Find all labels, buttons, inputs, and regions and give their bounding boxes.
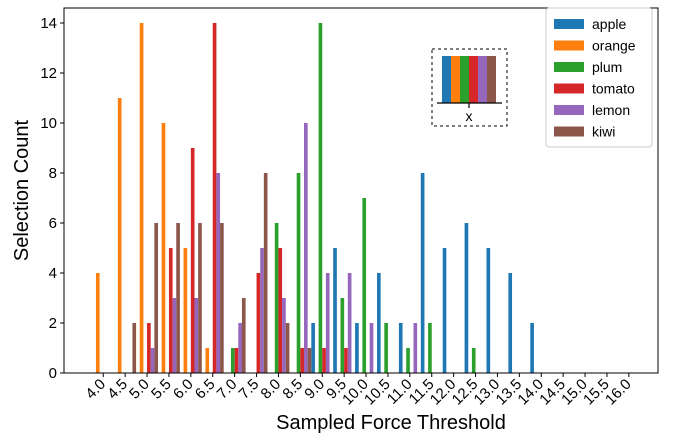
bar-lemon-7.0 [238,323,242,373]
bar-plum-11.0 [406,348,410,373]
bar-apple-9.5 [333,248,337,373]
bar-apple-13.0 [486,248,491,373]
bar-tomato-9.5 [344,348,348,373]
bar-tomato-5.5 [168,248,173,373]
bar-kiwi-6.5 [220,223,224,373]
y-tick-label: 14 [40,15,57,32]
bar-lemon-10.0 [369,323,374,373]
y-tick-label: 4 [49,265,57,282]
bar-lemon-9.0 [325,273,330,373]
bar-apple-11.5 [420,173,425,373]
legend-label-apple: apple [592,16,626,32]
bar-kiwi-5.5 [176,223,180,373]
bar-kiwi-8.5 [307,348,312,373]
legend-swatch-tomato [554,83,584,94]
bar-tomato-7.5 [256,273,261,373]
y-tick-label: 10 [40,115,57,132]
bar-plum-8.5 [296,173,301,373]
bar-tomato-7.0 [234,348,239,373]
bar-orange-4.5 [117,98,122,373]
bar-orange-6.5 [205,348,210,373]
bar-lemon-5.5 [172,298,177,373]
bar-orange-5.5 [161,123,166,373]
legend-label-kiwi: kiwi [592,124,615,140]
bar-tomato-9.0 [322,348,326,373]
bar-orange-4.0 [95,273,100,373]
y-tick-label: 12 [40,65,57,82]
y-tick-label: 8 [49,165,57,182]
legend-swatch-orange [554,40,584,51]
bar-tomato-8.0 [278,248,283,373]
bar-plum-10.0 [362,198,367,373]
legend-label-orange: orange [592,38,636,54]
y-tick-label: 2 [49,315,57,332]
bar-tomato-5.0 [147,323,151,373]
bar-tomato-6.0 [190,148,195,373]
bar-plum-10.5 [384,323,388,373]
legend-swatch-plum [554,62,584,72]
legend: apple orange plum tomato lemon kiwi [545,7,653,148]
legend-label-tomato: tomato [592,81,635,97]
bar-tomato-6.5 [212,23,217,373]
bar-kiwi-8.0 [285,323,290,373]
bar-apple-10.0 [355,323,359,373]
x-tick-label: 16.0 [602,376,635,409]
bar-plum-11.5 [428,323,432,373]
bar-apple-10.5 [377,273,381,373]
inset-x-label: x [466,108,473,124]
bar-lemon-8.5 [304,123,308,373]
bar-lemon-8.0 [282,298,286,373]
bar-plum-7.0 [231,348,235,373]
legend-swatch-apple [554,19,584,29]
bar-orange-6.0 [183,248,188,373]
plot-frame [63,7,659,374]
inset-legend: x [431,48,508,127]
inset-bar-tomato [469,56,478,103]
bar-lemon-6.0 [194,298,199,373]
bar-lemon-9.5 [347,273,352,373]
bar-kiwi-6.0 [198,223,202,373]
bar-plum-9.0 [318,23,323,373]
legend-swatch-kiwi [554,126,584,137]
inset-bar-apple [442,56,451,103]
bar-lemon-6.5 [216,173,221,373]
bar-kiwi-5.0 [154,223,158,373]
bar-apple-14.0 [530,323,534,373]
bar-kiwi-7.0 [241,298,246,373]
bar-plum-9.5 [340,298,345,373]
bar-plum-12.5 [471,348,476,373]
y-tick-label: 0 [49,365,57,382]
bar-lemon-11.0 [413,323,418,373]
bar-kiwi-4.5 [132,323,137,373]
legend-label-lemon: lemon [592,102,630,118]
y-axis-label: Selection Count [11,119,33,261]
inset-bar-lemon [478,56,487,103]
bar-apple-12.5 [464,223,469,373]
bar-apple-12.0 [442,248,447,373]
y-tick-label: 6 [49,215,57,232]
bar-tomato-8.5 [300,348,304,373]
inset-bar-kiwi [487,56,496,103]
bar-apple-13.5 [508,273,513,373]
bars-layer [95,23,534,373]
bar-kiwi-7.5 [263,173,268,373]
bar-lemon-5.0 [150,348,155,373]
inset-bar-plum [460,56,469,103]
bar-apple-11.0 [398,323,403,373]
legend-label-plum: plum [592,59,622,75]
bar-orange-5.0 [139,23,144,373]
x-axis-label: Sampled Force Threshold [276,412,506,433]
inset-bar-orange [451,56,460,103]
bar-apple-9.0 [311,323,315,373]
bar-lemon-7.5 [260,248,264,373]
legend-swatch-lemon [554,105,584,115]
bar-plum-8.0 [274,223,279,373]
